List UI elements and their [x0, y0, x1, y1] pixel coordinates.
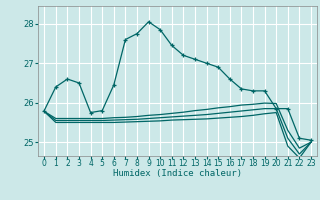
X-axis label: Humidex (Indice chaleur): Humidex (Indice chaleur) — [113, 169, 242, 178]
